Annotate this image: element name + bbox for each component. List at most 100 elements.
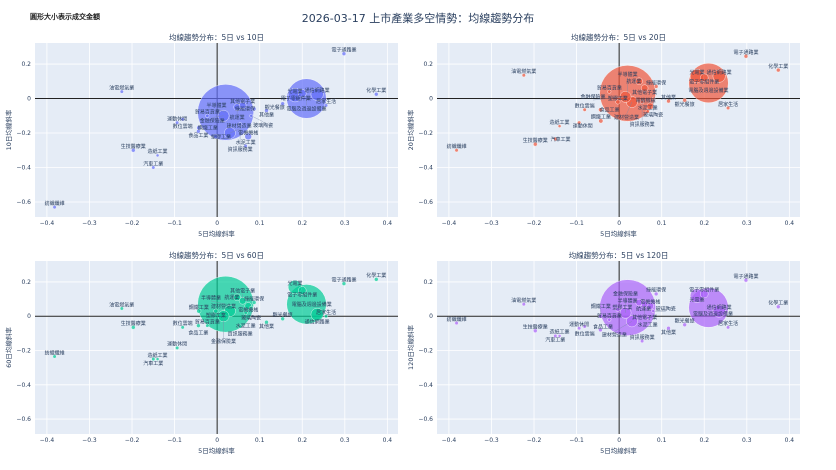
data-point[interactable] — [653, 84, 659, 89]
data-point[interactable] — [682, 322, 687, 327]
point-label: 貿易百貨業 — [597, 84, 622, 91]
data-point[interactable] — [700, 289, 709, 299]
data-point[interactable] — [52, 354, 57, 359]
data-point[interactable] — [598, 107, 603, 112]
data-point[interactable] — [151, 165, 156, 170]
data-point[interactable] — [243, 143, 248, 148]
data-point[interactable] — [213, 308, 219, 314]
data-point[interactable] — [607, 317, 612, 322]
y-tick-label: −0.4 — [16, 382, 31, 389]
data-point[interactable] — [196, 323, 201, 328]
data-point[interactable] — [119, 306, 124, 311]
data-point[interactable] — [640, 339, 645, 344]
data-point[interactable] — [666, 98, 671, 104]
data-point[interactable] — [251, 300, 257, 305]
data-point[interactable] — [341, 281, 347, 286]
data-point[interactable] — [175, 120, 180, 125]
data-point[interactable] — [238, 324, 243, 329]
data-point[interactable] — [645, 315, 650, 320]
data-point[interactable] — [280, 316, 285, 321]
data-point[interactable] — [577, 120, 582, 125]
data-point[interactable] — [615, 306, 621, 312]
data-point[interactable] — [653, 291, 659, 297]
data-point[interactable] — [646, 102, 654, 110]
data-point[interactable] — [726, 106, 731, 110]
data-point[interactable] — [180, 325, 185, 330]
data-point[interactable] — [776, 67, 781, 73]
data-point[interactable] — [249, 114, 253, 118]
data-point[interactable] — [374, 92, 379, 97]
data-point[interactable] — [251, 106, 257, 112]
data-point[interactable] — [324, 103, 329, 108]
y-tick-label: −0.2 — [418, 130, 433, 137]
data-point[interactable] — [155, 357, 160, 361]
data-point[interactable] — [298, 89, 307, 98]
data-point[interactable] — [341, 51, 347, 56]
data-point[interactable] — [374, 277, 379, 282]
data-point[interactable] — [205, 113, 210, 118]
data-point[interactable] — [324, 314, 329, 319]
point-label: 資訊服務業 — [630, 334, 655, 341]
data-point[interactable] — [196, 308, 202, 314]
data-point[interactable] — [119, 89, 124, 94]
data-point[interactable] — [298, 286, 307, 295]
data-point[interactable] — [598, 118, 604, 124]
data-point[interactable] — [131, 148, 136, 153]
data-point[interactable] — [264, 320, 269, 325]
x-tick-label: −0.1 — [167, 220, 182, 227]
data-point[interactable] — [598, 327, 603, 333]
data-point[interactable] — [521, 73, 526, 78]
data-point[interactable] — [196, 129, 201, 134]
data-point[interactable] — [582, 324, 587, 329]
data-point[interactable] — [712, 69, 726, 83]
data-point[interactable] — [533, 142, 538, 147]
data-point[interactable] — [533, 328, 538, 333]
point-label: 電機機械 — [636, 97, 656, 104]
data-point[interactable] — [743, 54, 749, 59]
data-point[interactable] — [175, 345, 180, 350]
data-point[interactable] — [607, 89, 612, 94]
data-point[interactable] — [557, 124, 562, 128]
data-point[interactable] — [577, 326, 582, 331]
data-point[interactable] — [635, 77, 643, 85]
data-point[interactable] — [557, 334, 562, 338]
data-point[interactable] — [151, 357, 156, 362]
data-point[interactable] — [521, 302, 526, 307]
data-point[interactable] — [310, 87, 324, 101]
data-point[interactable] — [239, 101, 247, 110]
data-point[interactable] — [454, 148, 459, 153]
data-point[interactable] — [52, 205, 57, 210]
data-point[interactable] — [280, 101, 285, 106]
x-tick-label: 0.3 — [340, 220, 350, 227]
data-point[interactable] — [582, 107, 587, 112]
data-point[interactable] — [641, 84, 649, 92]
data-point[interactable] — [776, 304, 781, 309]
point-label: 運動休閒 — [569, 321, 589, 328]
y-tick-label: 0 — [27, 96, 31, 103]
point-label: 生技醫療業 — [523, 137, 548, 144]
data-point[interactable] — [645, 109, 650, 114]
x-tick-label: 0 — [215, 220, 219, 227]
data-point[interactable] — [743, 278, 749, 283]
data-point[interactable] — [131, 325, 136, 330]
data-point[interactable] — [213, 134, 219, 139]
data-point[interactable] — [712, 304, 726, 318]
data-point[interactable] — [155, 153, 160, 158]
data-point[interactable] — [553, 333, 558, 338]
data-point[interactable] — [233, 293, 241, 301]
data-point[interactable] — [310, 308, 324, 321]
data-point[interactable] — [700, 73, 709, 82]
x-tick-label: 0.2 — [297, 437, 307, 444]
subplot-y20: −0.4 −0.3 −0.2 −0.1 0 0.1 0.2 0.3 0.4 0.2 0 −0.2 −0.… — [406, 32, 800, 238]
data-point[interactable] — [264, 108, 269, 113]
data-point[interactable] — [553, 137, 558, 142]
data-point[interactable] — [682, 98, 687, 103]
data-point[interactable] — [615, 99, 621, 105]
data-point[interactable] — [244, 132, 252, 141]
data-point[interactable] — [666, 326, 671, 331]
data-point[interactable] — [454, 321, 459, 326]
data-point[interactable] — [726, 325, 731, 330]
data-point[interactable] — [205, 323, 210, 328]
x-tick-label: 0 — [215, 437, 219, 444]
data-point[interactable] — [180, 117, 185, 122]
